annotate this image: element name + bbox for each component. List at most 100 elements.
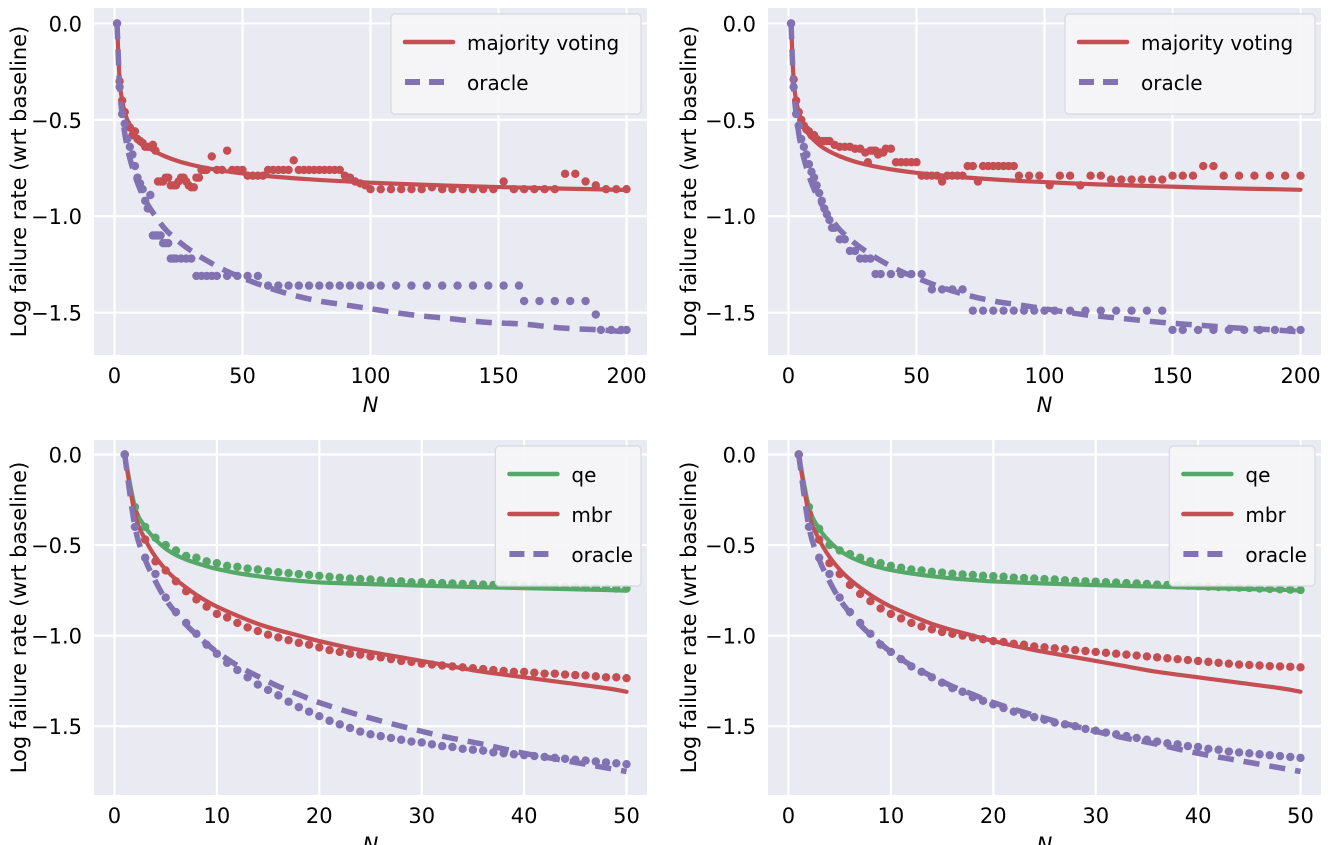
series-layer xyxy=(112,19,631,335)
data-point xyxy=(194,173,204,182)
data-point xyxy=(1111,730,1121,739)
data-point xyxy=(117,109,127,119)
data-point xyxy=(345,723,355,733)
data-point xyxy=(325,281,334,290)
data-point xyxy=(315,643,324,652)
data-point xyxy=(581,671,590,680)
data-point xyxy=(927,567,937,577)
data-point xyxy=(376,731,385,741)
legend-box xyxy=(1168,445,1316,587)
data-point xyxy=(263,281,273,290)
data-point xyxy=(815,535,824,544)
data-point xyxy=(1152,653,1162,662)
data-point xyxy=(917,667,926,677)
data-point xyxy=(120,119,129,128)
data-point xyxy=(896,654,906,664)
data-point xyxy=(207,152,216,161)
data-point xyxy=(499,177,508,186)
data-point xyxy=(927,625,937,634)
data-point xyxy=(896,614,906,623)
data-point xyxy=(1255,661,1264,670)
data-point xyxy=(315,712,324,721)
y-tick-label: −1.5 xyxy=(31,715,82,739)
data-point xyxy=(1168,325,1177,335)
data-point xyxy=(1173,740,1182,749)
data-point xyxy=(509,750,519,759)
x-tick-label: 100 xyxy=(350,364,390,388)
data-point xyxy=(1158,175,1167,184)
data-point xyxy=(238,165,247,175)
data-point xyxy=(1009,639,1018,648)
data-point xyxy=(1091,577,1100,586)
data-point xyxy=(407,657,416,667)
data-point xyxy=(468,745,478,754)
data-point xyxy=(217,165,227,175)
data-point xyxy=(192,553,201,562)
data-point xyxy=(1060,720,1070,729)
data-point xyxy=(202,640,211,649)
data-point xyxy=(866,629,875,639)
data-point xyxy=(171,577,181,586)
data-point xyxy=(973,177,983,186)
data-point xyxy=(1152,580,1162,589)
data-point xyxy=(386,654,396,664)
data-point xyxy=(1178,325,1187,335)
y-tick-label: −1.0 xyxy=(705,625,756,649)
data-point xyxy=(315,281,324,290)
data-point xyxy=(478,580,488,589)
data-point xyxy=(1009,573,1018,582)
legend-label-oracle: oracle xyxy=(1245,543,1307,567)
data-point xyxy=(540,185,549,194)
data-point xyxy=(335,165,344,175)
data-point xyxy=(978,306,988,315)
data-point xyxy=(448,185,457,194)
data-point xyxy=(565,296,575,306)
data-point xyxy=(151,533,160,543)
data-point xyxy=(999,703,1008,713)
data-point xyxy=(192,629,201,639)
data-point xyxy=(1096,171,1106,180)
data-point xyxy=(458,185,467,194)
data-point xyxy=(591,757,600,766)
data-point xyxy=(612,673,621,682)
data-point xyxy=(519,185,529,194)
data-point xyxy=(202,557,211,566)
data-point xyxy=(417,185,426,194)
x-tick-label: 40 xyxy=(511,804,538,828)
data-point xyxy=(1019,306,1029,315)
data-point xyxy=(1286,752,1295,762)
data-point xyxy=(540,669,549,678)
data-point xyxy=(1275,585,1285,594)
data-point xyxy=(968,161,978,171)
data-point xyxy=(141,196,150,205)
data-point xyxy=(1286,325,1295,335)
data-point xyxy=(192,595,201,604)
data-point xyxy=(530,185,539,194)
data-point xyxy=(366,652,375,661)
data-point xyxy=(1168,171,1177,180)
y-axis-label: Log failure rate (wrt baseline) xyxy=(7,26,31,338)
data-point xyxy=(146,190,155,200)
data-point xyxy=(448,662,457,671)
data-point xyxy=(863,158,873,167)
data-point xyxy=(263,685,273,695)
data-point xyxy=(417,738,426,747)
data-point xyxy=(1065,306,1075,315)
data-point xyxy=(1030,574,1039,583)
data-point xyxy=(274,281,283,290)
data-point xyxy=(540,752,549,762)
data-point xyxy=(1132,733,1141,743)
data-point xyxy=(407,185,416,194)
data-point xyxy=(809,173,819,182)
data-point xyxy=(1081,577,1090,586)
data-point xyxy=(1234,171,1244,180)
data-point xyxy=(458,579,467,589)
data-point xyxy=(789,82,798,92)
data-point xyxy=(825,215,834,225)
data-point xyxy=(606,325,616,335)
data-point xyxy=(519,296,529,306)
data-point xyxy=(422,281,432,290)
data-point xyxy=(1163,739,1172,748)
data-point xyxy=(1071,645,1080,655)
